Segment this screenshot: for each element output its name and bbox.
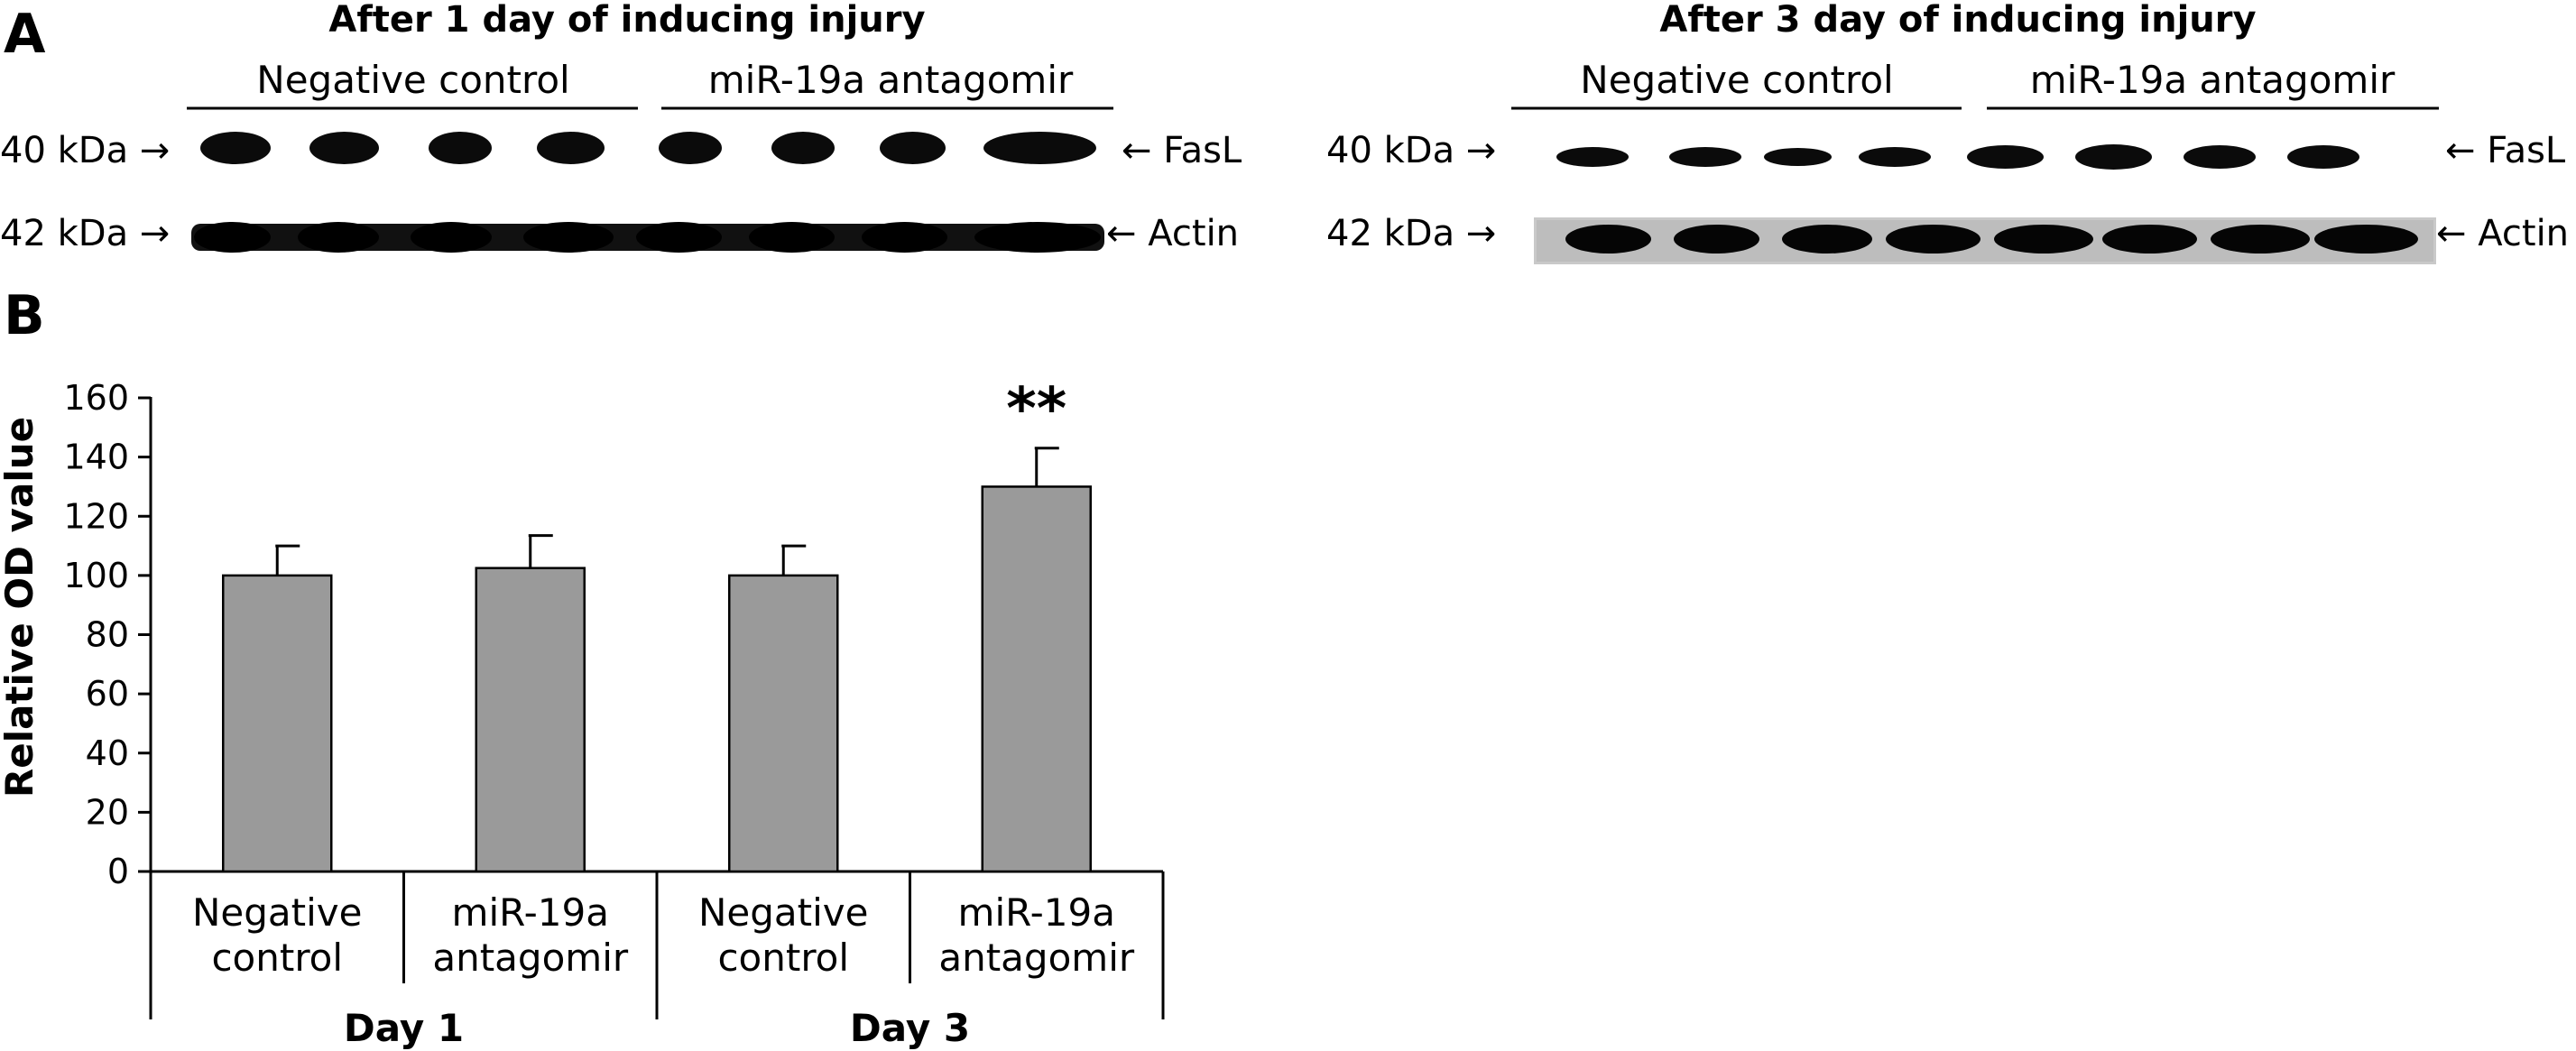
actin-band [1565,225,1651,254]
significance-mark: ** [1006,376,1066,443]
fasl-band [1669,147,1741,167]
fasl-band [983,132,1096,164]
blot-day3-actin-bands [1565,225,2418,254]
actin-band [298,222,379,253]
panel-b-label: B [4,284,45,347]
actin-band [2102,225,2197,254]
blot-day3-title: After 3 day of inducing injury [1659,0,2256,41]
y-tick-label: 80 [86,615,129,655]
actin-band [862,222,947,253]
bar [728,574,839,873]
group-label: Day 3 [850,1006,970,1050]
category-label: control [717,936,849,980]
blot-day3-marker-actin: 42 kDa → [1326,213,1496,254]
blot-day1-marker-fasl: 40 kDa → [0,130,170,171]
blot-day3-group-antagomir: miR-19a antagomir [2030,58,2396,102]
actin-band [194,222,271,253]
blot-day3-label-fasl: ← FasL [2445,130,2566,171]
actin-band [1994,225,2093,254]
category-label: miR-19a [452,890,609,935]
blot-day1-label-fasl: ← FasL [1122,130,1242,171]
blot-day1-fasl-bands [200,132,1096,164]
actin-band [1674,225,1759,254]
error-bars [275,447,1059,576]
category-label: miR-19a [958,890,1115,935]
fasl-band [2075,144,2152,170]
y-tick-label: 20 [86,792,129,832]
actin-band [974,222,1101,253]
fasl-band [880,132,946,164]
blot-day1-group-negative: Negative control [256,58,569,102]
blot-day1-marker-actin: 42 kDa → [0,213,170,254]
blot-day3-marker-fasl: 40 kDa → [1326,130,1496,171]
category-label: Negative [698,890,869,935]
blot-day1-label-actin: ← Actin [1106,213,1239,254]
actin-band [2314,225,2418,254]
bar [222,574,333,873]
fasl-band [659,132,722,164]
bar [981,485,1092,873]
actin-band [636,222,722,253]
category-label: antagomir [938,936,1135,980]
group-labels: Day 1 Day 3 [344,983,970,1050]
fasl-band [429,132,492,164]
bars [222,485,1092,873]
blot-day1-group-antagomir: miR-19a antagomir [708,58,1074,102]
blot-day1-actin-bands [194,222,1101,253]
fasl-band [1967,145,2044,169]
y-tick-label: 60 [86,674,129,714]
bar-chart: Relative OD value 020406080100120140160 … [0,376,1165,1050]
panel-a-label: A [4,3,46,66]
fasl-band [537,132,605,164]
y-tick-label: 0 [107,852,129,891]
actin-band [1886,225,1980,254]
fasl-band [2287,145,2359,169]
fasl-band [309,132,379,164]
blot-day3-fasl-bands [1556,144,2359,170]
category-label: antagomir [432,936,629,980]
actin-band [523,222,614,253]
fasl-band [1764,148,1832,166]
y-tick-label: 120 [63,496,129,536]
blot-day1: After 1 day of inducing injury Negative … [0,0,1242,254]
y-ticks: 0 20 40 60 80 100 120 140 160 [63,378,151,891]
fasl-band [1859,147,1931,167]
significance-marks: ** [1006,376,1066,443]
fasl-band [200,132,271,164]
category-labels: NegativecontrolmiR-19aantagomirNegativec… [149,871,1165,1019]
y-tick-label: 100 [63,556,129,595]
actin-band [2211,225,2310,254]
actin-band [1782,225,1872,254]
blot-day1-title: After 1 day of inducing injury [328,0,925,41]
y-tick-label: 160 [63,378,129,418]
actin-band [749,222,835,253]
group-label: Day 1 [344,1006,464,1050]
bar [475,567,586,873]
y-tick-label: 140 [63,438,129,477]
category-label: Negative [192,890,363,935]
actin-band [411,222,492,253]
blot-day3-label-actin: ← Actin [2436,213,2569,254]
blot-day3-group-negative: Negative control [1580,58,1893,102]
fasl-band [771,132,835,164]
category-label: control [211,936,343,980]
fasl-band [1556,147,1629,167]
y-tick-label: 40 [86,733,129,773]
y-axis-label: Relative OD value [0,417,42,797]
blot-day3: After 3 day of inducing injury Negative … [1326,0,2569,264]
fasl-band [2184,145,2256,169]
